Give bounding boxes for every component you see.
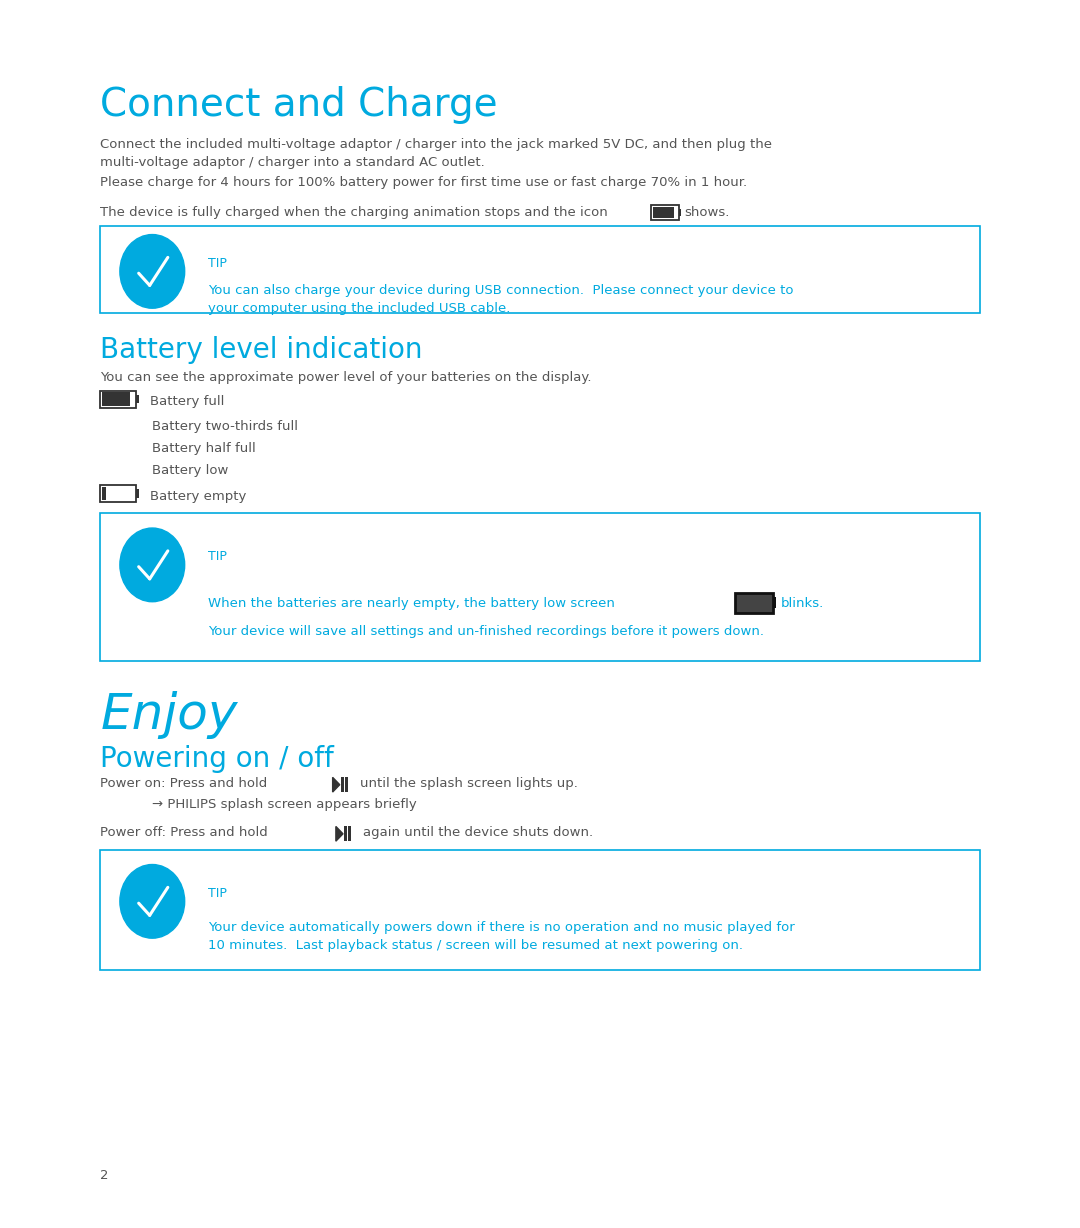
Circle shape (120, 528, 185, 602)
Polygon shape (336, 826, 343, 841)
FancyBboxPatch shape (100, 850, 980, 970)
Text: TIP: TIP (208, 550, 227, 564)
Text: Battery half full: Battery half full (152, 442, 256, 456)
Text: Your device will save all settings and un-finished recordings before it powers d: Your device will save all settings and u… (208, 625, 765, 639)
Polygon shape (333, 777, 340, 792)
Text: Battery low: Battery low (152, 464, 229, 478)
Text: 2: 2 (100, 1169, 109, 1183)
Text: TIP: TIP (208, 257, 227, 270)
Text: When the batteries are nearly empty, the battery low screen: When the batteries are nearly empty, the… (208, 597, 616, 610)
Bar (679, 209, 681, 216)
Text: Your device automatically powers down if there is no operation and no music play: Your device automatically powers down if… (208, 921, 795, 953)
Bar (346, 777, 348, 792)
Text: You can also charge your device during USB connection.  Please connect your devi: You can also charge your device during U… (208, 284, 794, 316)
Text: until the splash screen lights up.: until the splash screen lights up. (360, 777, 578, 791)
Text: Battery two-thirds full: Battery two-thirds full (152, 420, 298, 433)
Bar (341, 777, 343, 792)
Bar (345, 826, 347, 841)
Circle shape (120, 235, 185, 308)
Text: The device is fully charged when the charging animation stops and the icon: The device is fully charged when the cha… (100, 206, 608, 220)
Text: Power on: Press and hold: Power on: Press and hold (100, 777, 268, 791)
Text: Power off: Press and hold: Power off: Press and hold (100, 826, 268, 840)
Text: TIP: TIP (208, 887, 227, 900)
Text: Enjoy: Enjoy (100, 691, 238, 739)
Text: Connect the included multi-voltage adaptor / charger into the jack marked 5V DC,: Connect the included multi-voltage adapt… (100, 138, 772, 169)
FancyBboxPatch shape (100, 513, 980, 661)
FancyBboxPatch shape (100, 226, 980, 313)
Text: Battery full: Battery full (150, 395, 225, 409)
Text: again until the device shuts down.: again until the device shuts down. (363, 826, 593, 840)
Text: shows.: shows. (685, 206, 730, 220)
Bar (651, 205, 679, 220)
Bar (136, 394, 138, 403)
Bar (349, 826, 351, 841)
Bar (652, 208, 674, 219)
Text: → PHILIPS splash screen appears briefly: → PHILIPS splash screen appears briefly (152, 798, 417, 812)
Bar (136, 489, 138, 499)
Bar (100, 485, 136, 502)
Text: You can see the approximate power level of your batteries on the display.: You can see the approximate power level … (100, 371, 592, 384)
Text: Powering on / off: Powering on / off (100, 745, 334, 774)
Text: Please charge for 4 hours for 100% battery power for first time use or fast char: Please charge for 4 hours for 100% batte… (100, 176, 747, 189)
Text: Battery level indication: Battery level indication (100, 336, 423, 365)
Bar (100, 391, 136, 408)
Text: Connect and Charge: Connect and Charge (100, 86, 498, 124)
Bar (735, 593, 773, 613)
Text: blinks.: blinks. (781, 597, 824, 610)
Bar (773, 598, 775, 608)
Text: Battery empty: Battery empty (150, 490, 246, 503)
Bar (102, 486, 106, 501)
Bar (102, 393, 130, 405)
Circle shape (120, 865, 185, 938)
